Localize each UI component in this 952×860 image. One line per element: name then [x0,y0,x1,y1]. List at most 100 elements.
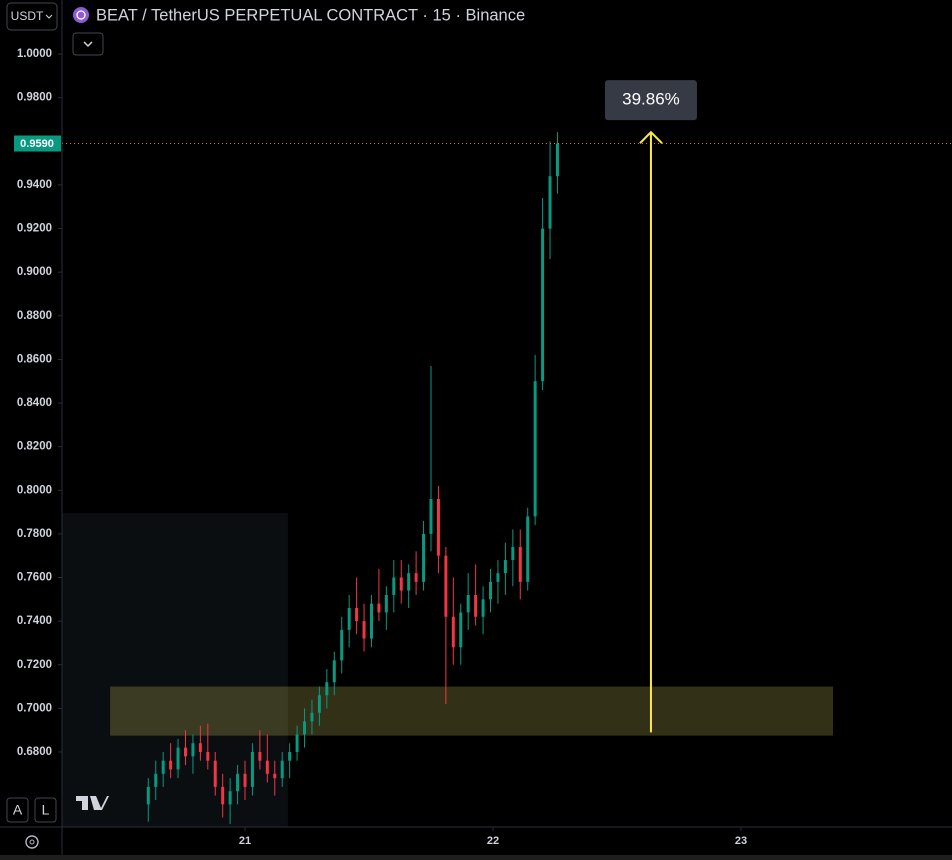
legend-toggle-caret [83,41,93,48]
y-tick-label: 0.9400 [17,179,52,191]
candle-body [355,608,359,622]
candle-body [347,608,351,630]
auto-scale-button[interactable] [6,797,29,823]
candle-body [496,573,500,582]
plot-area: 39.86% [62,80,952,827]
candle-body [191,743,195,757]
support-zone [110,686,833,736]
y-tick-label: 0.8800 [17,310,52,322]
candle-body [288,751,292,761]
candle-body [555,143,559,177]
y-tick-label: 0.7800 [17,528,52,540]
candle-body [474,594,478,617]
y-tick-label: 0.9800 [17,92,52,104]
legend-toggle[interactable] [72,32,104,56]
candle-body [317,695,321,713]
candle-body [243,773,247,787]
candle-body [273,773,277,779]
candle-body [481,599,485,617]
y-tick-label: 0.8600 [17,353,52,365]
x-tick-label: 23 [735,835,747,847]
candle-body [489,581,493,600]
candle-body [407,573,411,591]
candle-body [362,621,366,639]
candle-body [526,516,530,582]
candle-body [436,498,440,556]
candle-body [176,747,180,770]
candle-body [451,616,455,648]
symbol-icon-inner [76,10,86,20]
chart-title: BEAT / TetherUS PERPETUAL CONTRACT · 15 … [96,6,525,24]
auto-scale-label: A [13,802,23,818]
candle-body [295,734,299,752]
candle-body [169,760,173,770]
candle-body [533,381,537,517]
candle-body [236,773,240,792]
candle-body [213,760,217,787]
candle-body [206,751,210,761]
log-scale-label: L [42,802,50,818]
candle-body [518,546,522,582]
y-tick-label: 0.7200 [17,659,52,671]
candle-body [161,760,165,774]
y-tick-label: 0.8000 [17,484,52,496]
candle-body [459,612,463,648]
x-tick-label: 22 [487,835,499,847]
logo [76,796,109,810]
settings-icon-center [29,839,35,845]
candle-body [340,629,344,661]
settings-icon[interactable] [25,835,39,849]
candle-body [146,786,150,805]
candle-body [422,533,426,582]
candle-body [258,751,262,761]
y-tick-label: 0.7400 [17,615,52,627]
candle-body [221,786,225,805]
candle-body [399,577,403,591]
last-price-box [14,135,61,152]
candle-body [198,743,202,752]
y-tick-label: 1.0000 [17,48,52,60]
candle-body [548,176,552,229]
candle-body [503,560,507,574]
log-scale-button[interactable] [34,797,57,823]
range-box [62,512,288,827]
candle-body [265,760,269,774]
x-tick-label: 21 [239,835,251,847]
candle-body [280,760,284,779]
y-tick-label: 0.9000 [17,266,52,278]
y-tick-label: 0.7000 [17,702,52,714]
candle-body [429,498,433,534]
currency-caret [45,14,53,19]
measure-arrowhead [639,130,663,144]
candle-body [444,555,448,617]
currency-button[interactable] [6,2,58,31]
candle-body [369,603,373,639]
candle-body [228,791,232,805]
y-tick-label: 0.9200 [17,223,52,235]
candle-body [250,751,254,787]
y-tick-label: 0.8400 [17,397,52,409]
candle-body [377,603,381,613]
candle-body [384,594,388,613]
candle-body [466,594,470,613]
currency-label: USDT [11,9,44,23]
y-tick-label: 0.8200 [17,441,52,453]
candle-body [325,682,329,696]
y-tick-label: 0.7600 [17,572,52,584]
last-price-label: 0.9590 [20,138,54,150]
candle-body [154,773,158,787]
symbol-icon [73,7,89,23]
candle-body [511,546,515,561]
measure-label-box [604,80,697,121]
measure-label: 39.86% [622,90,680,109]
candle-body [310,712,314,722]
candle-body [183,747,187,757]
candle-body [332,660,336,683]
candle-body [392,577,396,595]
candle-body [414,573,418,582]
candle-body [303,721,307,735]
candle-body [541,228,545,382]
y-tick-label: 0.6800 [17,746,52,758]
